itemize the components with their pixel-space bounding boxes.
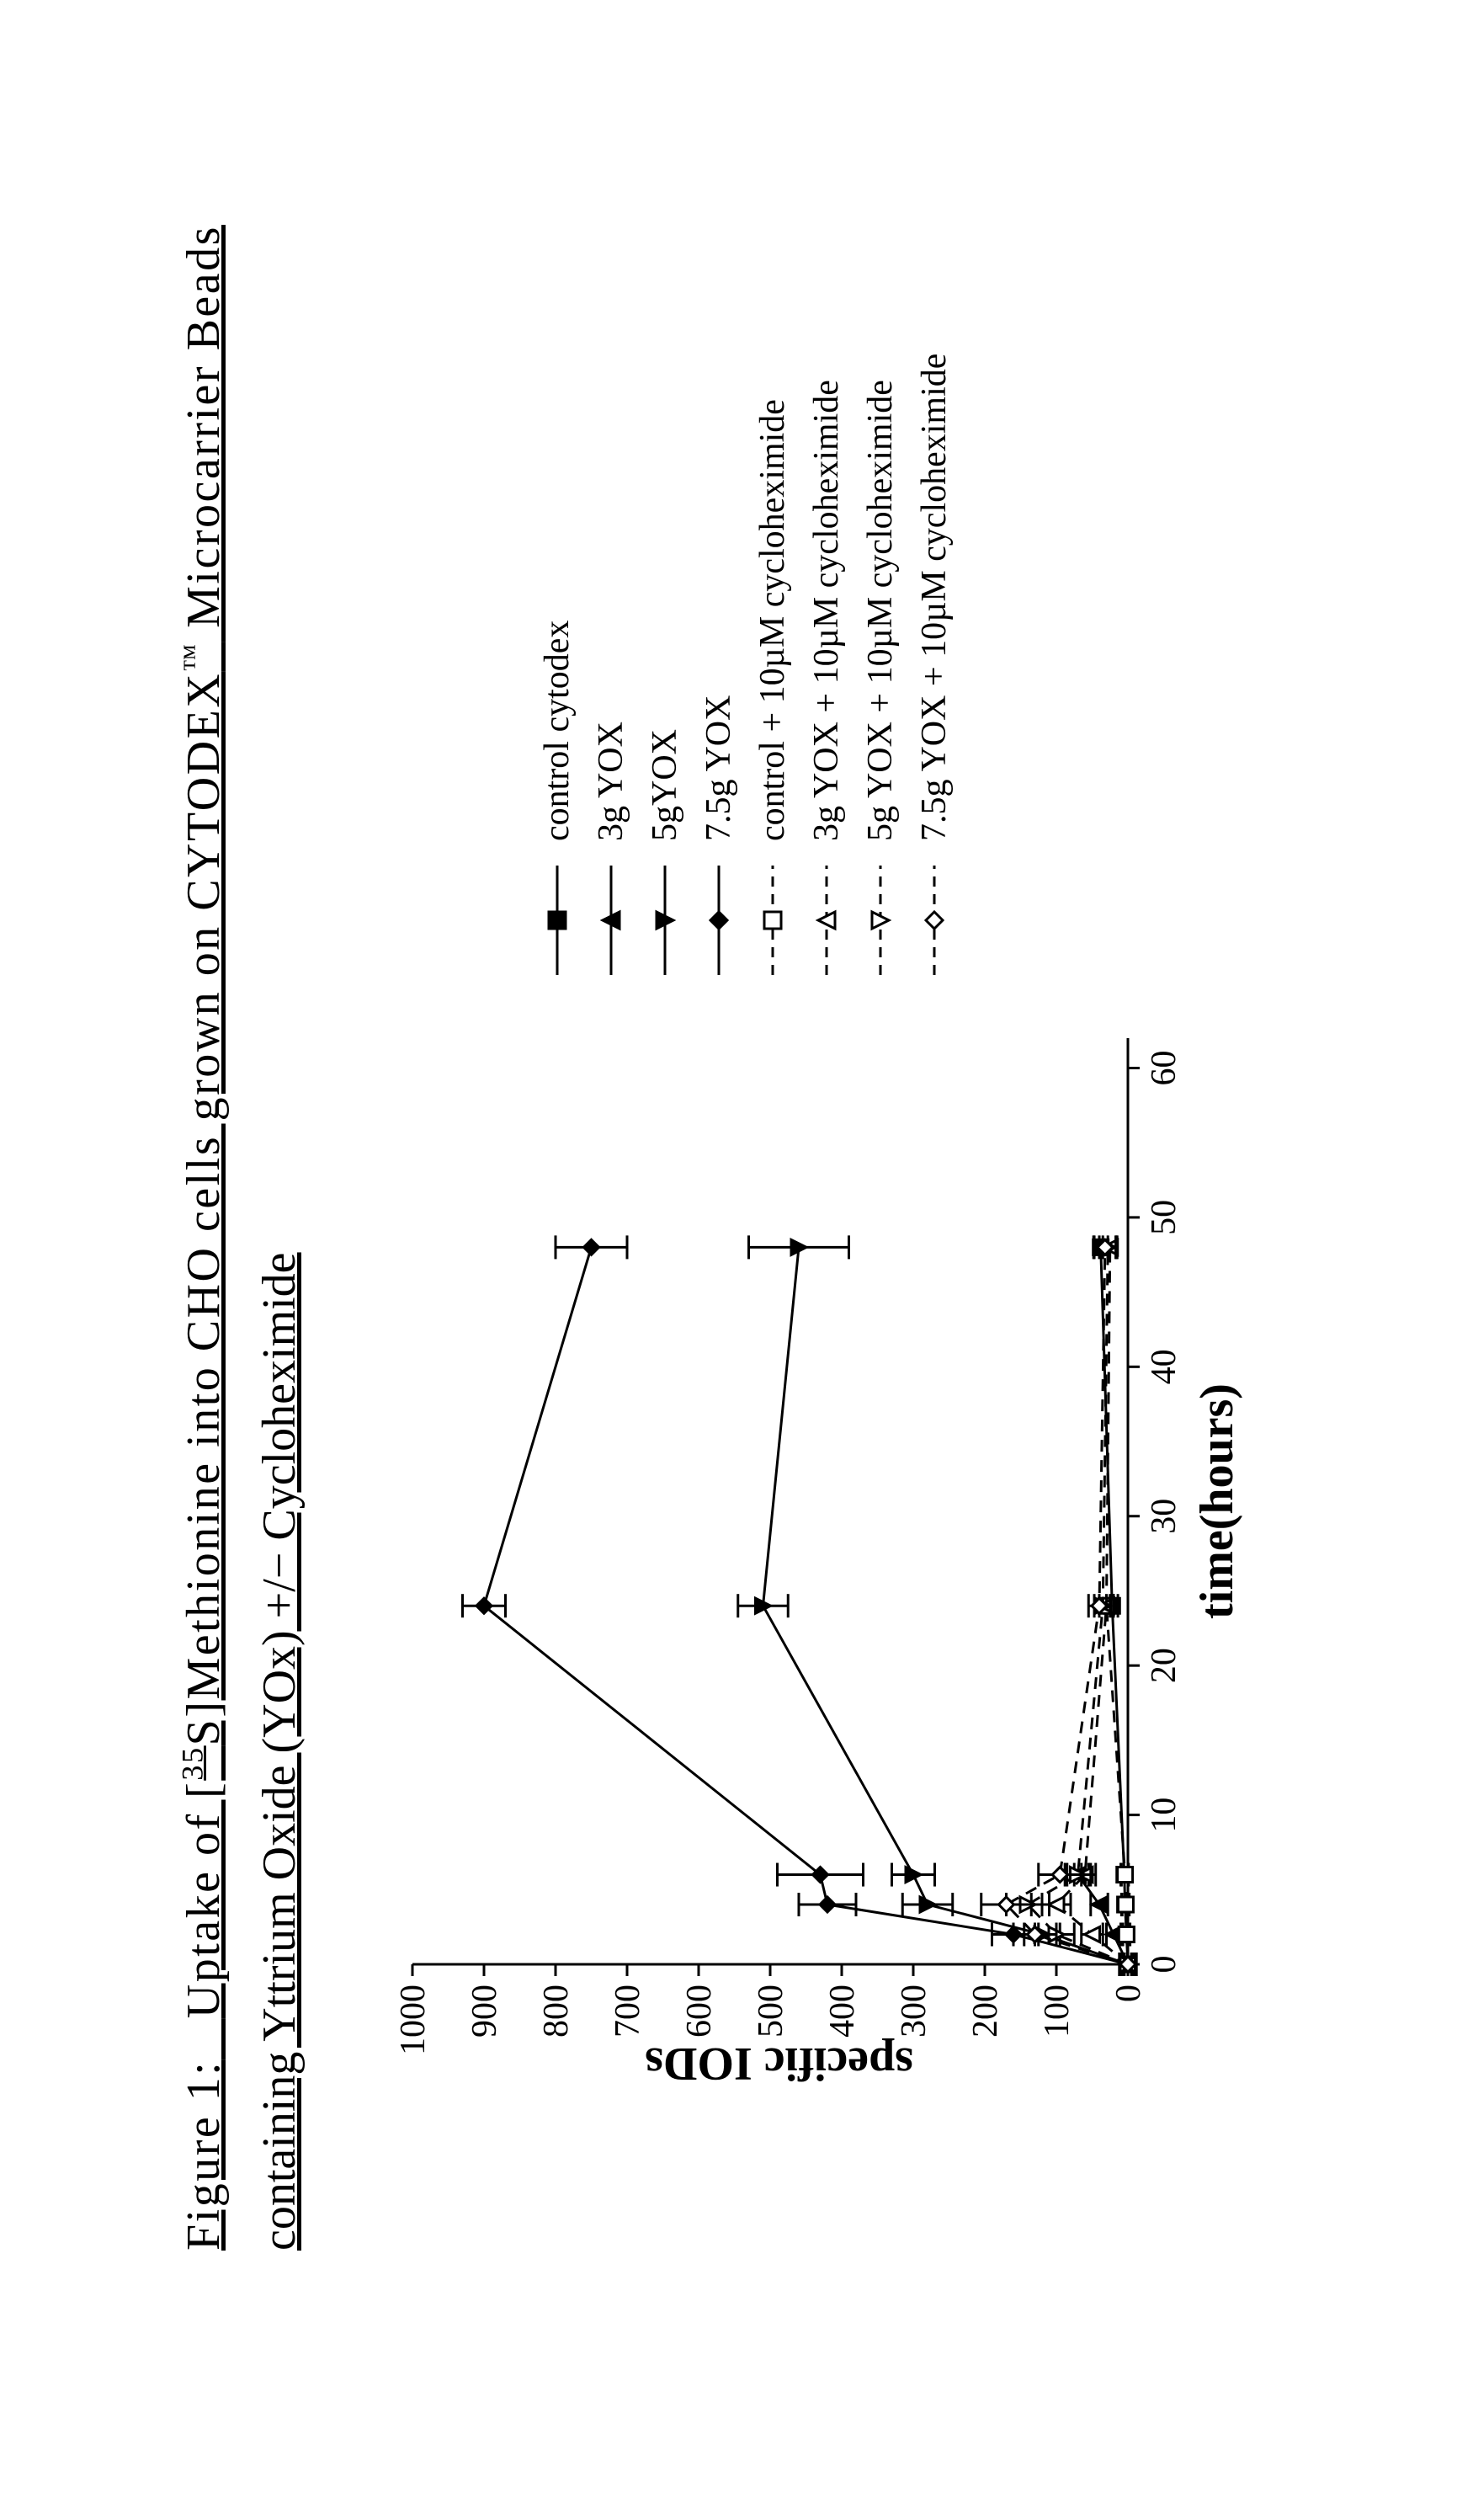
legend-item: 3g YOX + 10µM cycloheximide <box>800 354 853 979</box>
rotated-stage: Figure 1: Uptake of [35S]Methionine into… <box>0 0 1473 2520</box>
legend-label: control cytodex <box>537 621 577 841</box>
figure-content: Figure 1: Uptake of [35S]Methionine into… <box>0 0 1473 2520</box>
line-chart: 0 100 200 300 400 500 600 700 800 900 1000 0 10 20 30 4… <box>396 1013 1254 2099</box>
svg-text:10: 10 <box>1145 1798 1183 1833</box>
chart-area: 0 100 200 300 400 500 600 700 800 900 1000 0 10 20 30 4… <box>396 1013 1254 2099</box>
legend-label: 5gYOX <box>645 729 685 841</box>
y-axis-label: specific IODs <box>645 2037 913 2091</box>
svg-text:500: 500 <box>752 1985 790 2038</box>
legend-swatch <box>648 861 682 979</box>
legend-label: 3g YOX <box>591 722 631 841</box>
legend-label: 5g YOX + 10µM cycloheximide <box>860 380 901 841</box>
legend-label: 7.5g YOX + 10µM cycloheximide <box>914 354 955 841</box>
legend-item: 5gYOX <box>638 354 692 979</box>
legend-swatch <box>756 861 790 979</box>
svg-text:600: 600 <box>680 1985 719 2038</box>
svg-text:0: 0 <box>1109 1985 1148 2002</box>
svg-text:30: 30 <box>1145 1499 1183 1534</box>
legend-label: 7.5g YOX <box>699 695 739 841</box>
svg-text:900: 900 <box>465 1985 504 2038</box>
legend-swatch <box>594 861 628 979</box>
svg-text:60: 60 <box>1145 1050 1183 1085</box>
legend-swatch <box>917 861 951 979</box>
legend-item: 5g YOX + 10µM cycloheximide <box>853 354 907 979</box>
legend-label: control + 10µM cycloheximide <box>752 399 793 841</box>
svg-text:50: 50 <box>1145 1200 1183 1235</box>
legend-item: 7.5g YOX + 10µM cycloheximide <box>907 354 961 979</box>
svg-text:40: 40 <box>1145 1349 1183 1384</box>
figure-label: Figure 1: <box>178 2060 230 2251</box>
svg-text:time(hours): time(hours) <box>1191 1383 1243 1619</box>
legend-swatch <box>540 861 574 979</box>
legend-item: 3g YOX <box>584 354 638 979</box>
svg-text:200: 200 <box>966 1985 1005 2038</box>
page: Figure 1: Uptake of [35S]Methionine into… <box>0 0 1473 2520</box>
legend-item: 7.5g YOX <box>692 354 746 979</box>
title-line-1-text: Uptake of [35S]Methionine into CHO cells… <box>178 225 230 2018</box>
figure-title: Figure 1: Uptake of [35S]Methionine into… <box>168 230 315 2251</box>
svg-text:300: 300 <box>895 1985 933 2038</box>
legend-swatch <box>702 861 736 979</box>
svg-text:700: 700 <box>609 1985 647 2038</box>
svg-text:400: 400 <box>823 1985 862 2038</box>
title-line-2: containing Yttrium Oxide (YOx) +/− Cyclo… <box>244 230 315 2251</box>
legend-item: control cytodex <box>530 354 584 979</box>
legend-swatch <box>864 861 897 979</box>
svg-text:20: 20 <box>1145 1648 1183 1683</box>
legend-item: control + 10µM cycloheximide <box>746 354 800 979</box>
legend: control cytodex 3g YOX 5gYOX 7.5g YOX contro… <box>530 354 961 979</box>
svg-text:1000: 1000 <box>396 1985 433 2055</box>
legend-swatch <box>810 861 843 979</box>
svg-text:0: 0 <box>1145 1956 1183 1974</box>
title-line-1: Figure 1: Uptake of [35S]Methionine into… <box>168 230 239 2251</box>
svg-text:800: 800 <box>537 1985 576 2038</box>
svg-text:100: 100 <box>1038 1985 1077 2038</box>
legend-label: 3g YOX + 10µM cycloheximide <box>806 380 847 841</box>
